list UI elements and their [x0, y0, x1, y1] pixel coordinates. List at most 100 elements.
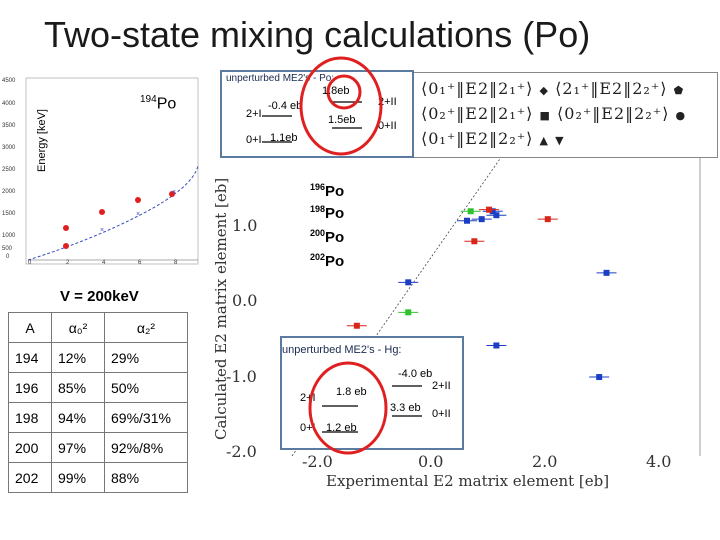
table-cell: 29%	[104, 342, 188, 373]
inset-po-me-mid: 1.5eb	[328, 114, 356, 126]
energy-xtick: 8	[174, 260, 178, 266]
inset-hg-0II: 0+II	[432, 408, 451, 420]
inset-po-2I: 2+I	[246, 108, 262, 120]
svg-text:×: ×	[100, 227, 104, 234]
energy-ytick: 2500	[2, 167, 16, 173]
slide-title: Two-state mixing calculations (Po)	[44, 14, 591, 55]
data-point-0-0	[478, 216, 485, 223]
ytick-m1: -1.0	[226, 367, 257, 386]
energy-ytick: 3500	[2, 123, 16, 129]
energy-ytick: 1500	[2, 211, 16, 217]
energy-ytick: 0	[6, 254, 10, 260]
inset-hg-unperturbed: unperturbed ME2's - Hg: -4.0 eb 1.8 eb 3…	[280, 336, 464, 450]
data-point-1-2	[471, 238, 478, 245]
energy-xtick: 4	[102, 260, 106, 266]
data-point-0-4	[493, 342, 500, 349]
data-point-0-3	[405, 279, 412, 286]
inset-po-me-low: 1.1eb	[270, 132, 298, 144]
energy-ytick: 4000	[2, 101, 16, 107]
energy-axis-label: Energy [keV]	[36, 109, 48, 172]
energy-ytick: 500	[2, 246, 13, 252]
isotope-label-198: 198Po	[310, 204, 345, 222]
col-header: α₂²	[104, 312, 188, 343]
inset-po-2II: 2+II	[378, 96, 397, 108]
inset-hg-2I: 2+I	[300, 392, 316, 404]
inset-hg-0I: 0+I	[300, 422, 316, 434]
inset-hg-me-low: 1.2 eb	[326, 422, 357, 434]
table-row: 196 85% 50%	[8, 372, 188, 403]
legend-row: ⟨0₁⁺‖E2‖2₂⁺⟩ ▲ ▼	[421, 129, 565, 148]
table-cell: 196	[8, 372, 52, 403]
mixing-table: A α₀² α₂² 194 12% 29% 196 85% 50% 198 94% 69%/…	[8, 312, 188, 493]
inset-hg-me-left: 1.8 eb	[336, 386, 367, 398]
inset-po-0I: 0+I	[246, 134, 262, 146]
data-point-0-2	[603, 269, 610, 276]
table-cell: 202	[8, 462, 52, 493]
energy-ytick: 4500	[2, 78, 16, 84]
energy-xtick: 0	[28, 260, 32, 266]
data-point-1-1	[544, 216, 551, 223]
energy-xtick: 2	[66, 260, 70, 266]
inset-po-header: unperturbed ME2's - Po:	[226, 73, 335, 84]
data-point-2-1	[405, 309, 412, 316]
v-label: V = 200keV	[60, 288, 139, 305]
ytick-0: 0.0	[232, 291, 258, 310]
isotope-label-196: 196Po	[310, 182, 345, 200]
table-cell: 69%/31%	[104, 402, 188, 433]
data-point-0-5	[596, 374, 603, 381]
table-cell: 50%	[104, 372, 188, 403]
table-cell: 92%/8%	[104, 432, 188, 463]
ytick-1: 1.0	[232, 216, 258, 235]
inset-hg-me-right: 3.3 eb	[390, 402, 421, 414]
legend: ⟨0₁⁺‖E2‖2₁⁺⟩ ◆ ⟨2₁⁺‖E2‖2₂⁺⟩ ⬟ ⟨0₂⁺‖E2‖2₁…	[410, 72, 718, 158]
svg-text:×: ×	[136, 211, 140, 218]
energy-ytick: 1000	[2, 233, 16, 239]
isotope-label-194: 194Po	[140, 94, 177, 113]
data-point-1-3	[353, 322, 360, 329]
xtick-4: 4.0	[646, 452, 672, 471]
ytick-m2: -2.0	[226, 442, 257, 461]
table-cell: 198	[8, 402, 52, 433]
data-point-3-1	[493, 212, 500, 219]
data-point-3-0	[464, 217, 470, 224]
energy-xtick: 6	[138, 260, 142, 266]
table-cell: 12%	[51, 342, 105, 373]
data-point-2-0	[467, 208, 474, 215]
table-cell: 99%	[51, 462, 105, 493]
isotope-label-202: 202Po	[310, 252, 345, 270]
table-cell: 94%	[51, 402, 105, 433]
energy-ytick: 2000	[2, 189, 16, 195]
inset-po-0II: 0+II	[378, 120, 397, 132]
table-header-row: A α₀² α₂²	[8, 312, 188, 343]
isotope-label-200: 200Po	[310, 228, 345, 246]
inset-po-me-neg: -0.4 eb	[268, 100, 303, 112]
energy-ytick: 3000	[2, 145, 16, 151]
col-header: A	[8, 312, 52, 343]
inset-hg-2II: 2+II	[432, 380, 451, 392]
svg-text:×: ×	[172, 189, 176, 196]
inset-po-unperturbed: unperturbed ME2's - Po: 1.8eb -0.4 eb 1.…	[220, 70, 414, 158]
table-row: 202 99% 88%	[8, 462, 188, 493]
xtick-2: 2.0	[532, 452, 558, 471]
data-point-1-0	[486, 206, 493, 213]
data-point-0-1	[489, 208, 496, 215]
xtick-m2: -2.0	[302, 452, 333, 471]
inset-po-me-top: 1.8eb	[322, 85, 350, 97]
table-cell: 88%	[104, 462, 188, 493]
legend-row: ⟨0₂⁺‖E2‖2₁⁺⟩ ■ ⟨0₂⁺‖E2‖2₂⁺⟩ ●	[421, 104, 687, 123]
table-cell: 97%	[51, 432, 105, 463]
table-cell: 200	[8, 432, 52, 463]
table-row: 200 97% 92%/8%	[8, 432, 188, 463]
inset-hg-me-top: -4.0 eb	[398, 368, 433, 380]
energy-plot: × × ×	[25, 77, 199, 265]
col-header: α₀²	[51, 312, 105, 343]
table-row: 194 12% 29%	[8, 342, 188, 373]
legend-row: ⟨0₁⁺‖E2‖2₁⁺⟩ ◆ ⟨2₁⁺‖E2‖2₂⁺⟩ ⬟	[421, 79, 685, 98]
xtick-0: 0.0	[418, 452, 444, 471]
y-axis-label: Calculated E2 matrix element [eb]	[212, 177, 230, 440]
table-row: 198 94% 69%/31%	[8, 402, 188, 433]
inset-hg-header: unperturbed ME2's - Hg:	[282, 344, 402, 356]
x-axis-label: Experimental E2 matrix element [eb]	[326, 472, 610, 490]
table-cell: 85%	[51, 372, 105, 403]
table-cell: 194	[8, 342, 52, 373]
